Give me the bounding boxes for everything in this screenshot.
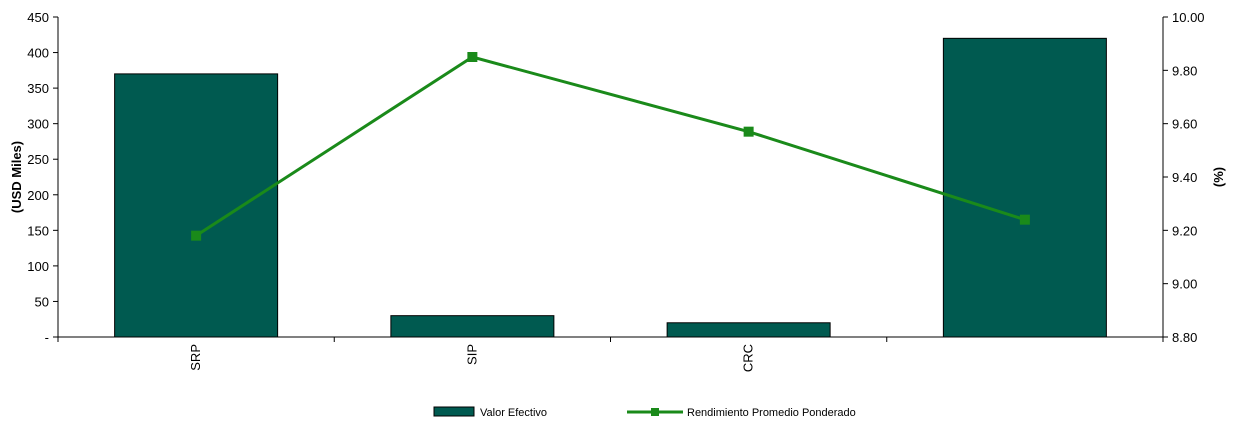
left-tick-label: - [45, 330, 49, 345]
right-tick-label: 10.00 [1172, 10, 1205, 25]
legend: Valor Efectivo Rendimiento Promedio Pond… [433, 406, 856, 419]
left-tick-label: 50 [35, 294, 49, 309]
line-series [191, 52, 1030, 241]
legend-label-bar: Valor Efectivo [480, 407, 547, 419]
right-axis-title: (%) [1211, 167, 1226, 187]
legend-item-line: Rendimiento Promedio Ponderado [627, 407, 856, 419]
bar-unlabeled [942, 37, 1107, 338]
bar-srp [114, 73, 279, 338]
line-point [191, 230, 202, 241]
legend-swatch-bar [433, 406, 475, 417]
line-point [1019, 214, 1030, 225]
right-axis: 8.80 9.00 9.20 9.40 9.60 9.80 10.00 [1163, 10, 1205, 345]
bars [114, 37, 1107, 338]
left-tick-label: 450 [27, 10, 49, 25]
right-tick-label: 9.40 [1172, 170, 1197, 185]
line-path [195, 55, 1026, 237]
right-tick-label: 8.80 [1172, 330, 1197, 345]
line-point [743, 126, 754, 137]
right-tick-label: 9.80 [1172, 63, 1197, 78]
legend-item-bar: Valor Efectivo [433, 406, 547, 419]
x-tick-label-sip: SIP [464, 344, 479, 365]
right-tick-label: 9.00 [1172, 277, 1197, 292]
left-tick-label: 100 [27, 259, 49, 274]
left-tick-label: 200 [27, 188, 49, 203]
left-tick-label: 300 [27, 117, 49, 132]
bar-crc [666, 322, 831, 338]
x-axis: SRP SIP CRC [57, 337, 1164, 372]
left-tick-label: 350 [27, 81, 49, 96]
left-axis-title: (USD Miles) [9, 141, 24, 213]
left-axis: - 50 100 150 200 250 300 350 400 450 [27, 10, 58, 345]
left-tick-label: 400 [27, 46, 49, 61]
bar-sip [390, 315, 555, 338]
line-point [467, 52, 478, 62]
legend-swatch-marker [651, 408, 659, 416]
right-tick-label: 9.20 [1172, 223, 1197, 238]
legend-label-line: Rendimiento Promedio Ponderado [687, 407, 856, 419]
x-tick-label-srp: SRP [188, 344, 203, 371]
left-tick-label: 250 [27, 152, 49, 167]
right-tick-label: 9.60 [1172, 117, 1197, 132]
x-tick-label-crc: CRC [741, 344, 756, 372]
left-tick-label: 150 [27, 223, 49, 238]
